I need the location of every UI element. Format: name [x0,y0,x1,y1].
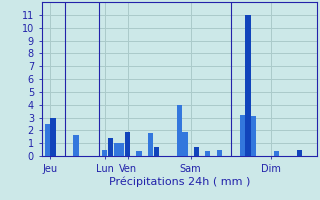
Bar [102,150,107,156]
Bar [73,135,79,156]
Bar [274,151,279,156]
Bar [51,117,56,156]
Bar [245,15,251,156]
Bar [114,143,119,156]
Bar [240,115,245,156]
Bar [148,133,153,156]
Bar [217,150,222,156]
Bar [297,150,302,156]
Bar [182,132,188,156]
Bar [251,116,256,156]
Bar [119,143,124,156]
Bar [108,138,113,156]
Bar [125,132,130,156]
Bar [154,147,159,156]
Bar [177,105,182,156]
Bar [205,151,211,156]
Bar [137,151,142,156]
Bar [194,147,199,156]
Bar [45,124,50,156]
X-axis label: Précipitations 24h ( mm ): Précipitations 24h ( mm ) [108,176,250,187]
